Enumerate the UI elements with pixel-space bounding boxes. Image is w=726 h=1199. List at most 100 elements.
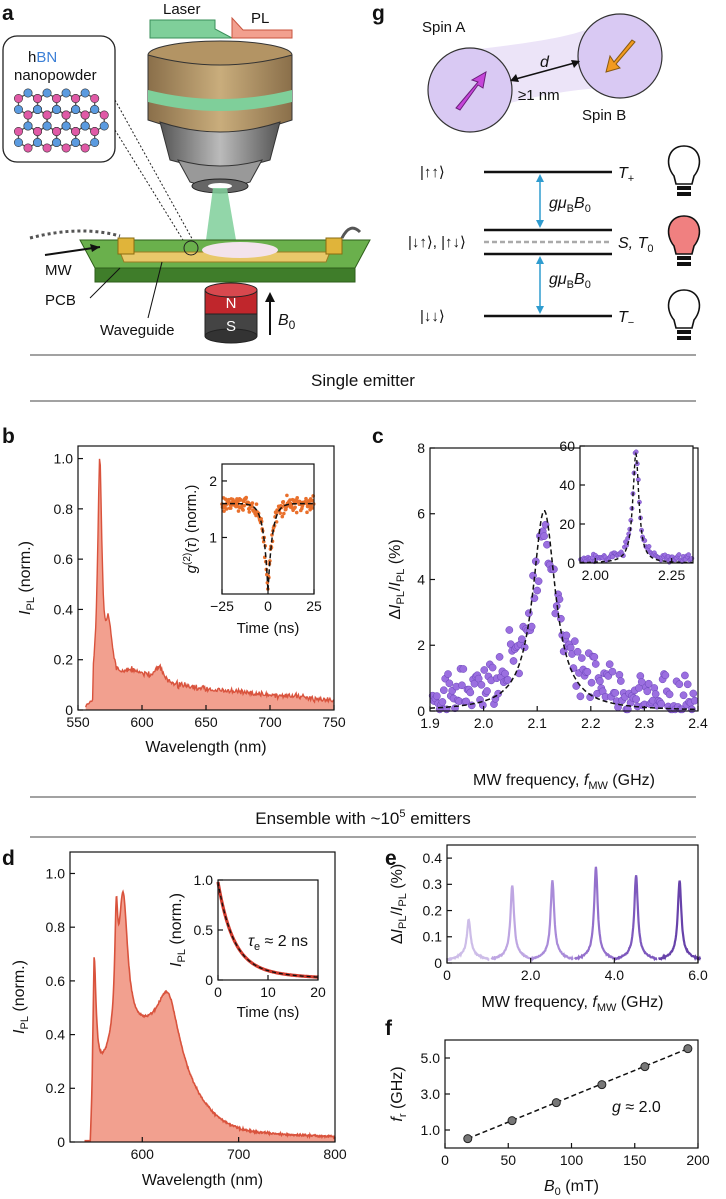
panel-label-d: d [2,847,15,870]
spectrum-line [84,889,336,1143]
odmr-point [444,670,452,678]
x-tick-label: 800 [323,1146,347,1162]
odmr-point [590,653,599,661]
g2-point [236,509,241,513]
y-axis-label: ΔIPL/IPL (%) [387,539,407,619]
g-factor-annotation: g ≈ 2.0 [612,1099,661,1116]
y-tick-label: 1.0 [46,865,66,881]
odmr-point [577,654,586,662]
spectrum-line [85,458,335,708]
y-tick-label: 0 [417,703,425,719]
spin-a-sphere [427,47,513,133]
plot-frame [446,844,699,964]
odmr-point [459,665,468,673]
resonance-point [463,1134,473,1144]
inset-odmr-point [646,543,652,549]
odmr-series-line [657,880,702,961]
bulb-off-icon [667,289,701,340]
odmr-point [505,626,514,634]
distance-d: d [540,54,550,71]
odmr-point [562,631,571,640]
y-tick-label: 0.6 [46,973,66,989]
g2-point [280,514,285,519]
g2-point [254,502,259,506]
resonance-point [597,1080,607,1090]
y-tick-label: 5.0 [421,1050,441,1066]
zeeman-label-lower: gμBB0 [549,271,591,291]
odmr-series-line [447,918,490,962]
g2-point [242,503,246,508]
x-tick-label: 0 [441,1152,449,1168]
y-tick-label: 60 [559,438,575,454]
odmr-fit-line [430,510,698,711]
lifetime-annotation: τe ≈ 2 ns [248,933,308,953]
hbn-label: hBN [28,49,57,66]
spin-a-arrow-icon [455,71,487,111]
section-ensemble: Ensemble with ~105 emitters [255,808,470,828]
setup-schematic: Laser PL hBN nanopowder MW PCB [2,1,371,344]
resonance-point [507,1116,517,1126]
y-tick-label: 0 [434,955,442,971]
x-tick-label: 2.25 [658,567,685,583]
y-tick-label: 6 [417,506,425,522]
odmr-point [632,695,640,703]
y-tick-label: 0.6 [54,551,74,567]
x-tick-label: 2.0 [521,967,541,983]
x-tick-label: 750 [322,714,346,730]
x-tick-label: 10 [260,984,276,1000]
y-tick-label: 0 [567,555,575,571]
distance-label: ≥1 nm [518,87,560,104]
level-name-s-t0: S, T0 [618,235,653,255]
pl-beam-icon [231,16,293,39]
y-tick-label: 0.3 [423,876,443,892]
odmr-point [445,679,454,688]
panel-label-b: b [2,425,15,448]
chart-f-resonance-vs-field: 0 50 100 150 200 1.0 3.0 5.0 B0 (mT) fr (GHz) g ≈ … [389,1039,710,1198]
panel-label-f: f [385,1017,393,1040]
chart-e-ensemble-odmr: 0 2.0 4.0 6.0 0 0.1 0.2 0.3 0.4 MW frequency, fMW… [389,844,708,1014]
laser-label: Laser [163,1,201,18]
inset-y-axis-label: g(2)(τ) (norm.) [182,485,200,574]
odmr-point [524,609,533,618]
y-tick-label: 0 [57,1134,65,1150]
x-tick-label: 600 [130,714,154,730]
spin-diagram: Spin A Spin B d ≥1 nm |↑↑⟩ |↓↑⟩, |↑↓⟩ |↓… [408,13,701,340]
odmr-point [541,520,550,529]
y-axis-label: ΔIPL/IPL (%) [389,864,409,944]
x-tick-label: 0 [264,598,272,614]
y-tick-label: 40 [559,477,575,493]
odmr-point [478,701,487,710]
plot-frame [579,445,694,564]
odmr-point [643,687,652,696]
y-tick-label: 3.0 [421,1086,441,1102]
section-single-emitter: Single emitter [311,371,415,390]
level-name-tplus: T+ [618,165,634,185]
g2-point [250,501,255,505]
panel-label-c: c [372,425,384,448]
odmr-point [690,696,699,705]
x-tick-label: 2.00 [582,567,609,583]
inset-odmr-point [676,552,682,558]
g2-point [224,507,229,511]
g2-point [274,520,279,524]
odmr-point [623,705,632,714]
x-tick-label: 6.0 [688,967,708,983]
g2-point [282,511,286,516]
panel-label-g: g [372,2,385,25]
g2-point [281,500,286,504]
odmr-point [483,687,491,695]
odmr-point [438,698,447,706]
g2-point [244,495,249,500]
plot-frame [69,851,336,1143]
laser-beam-icon [149,19,233,39]
x-axis-label: MW frequency, fMW (GHz) [482,994,664,1014]
odmr-point [433,692,441,700]
x-tick-label: 2.0 [474,715,494,731]
y-axis-label: IPL (norm.) [11,960,31,1034]
odmr-point [596,677,604,685]
resonance-point [683,1044,693,1054]
odmr-point [509,657,518,665]
odmr-point [566,643,575,652]
odmr-point [675,680,684,689]
